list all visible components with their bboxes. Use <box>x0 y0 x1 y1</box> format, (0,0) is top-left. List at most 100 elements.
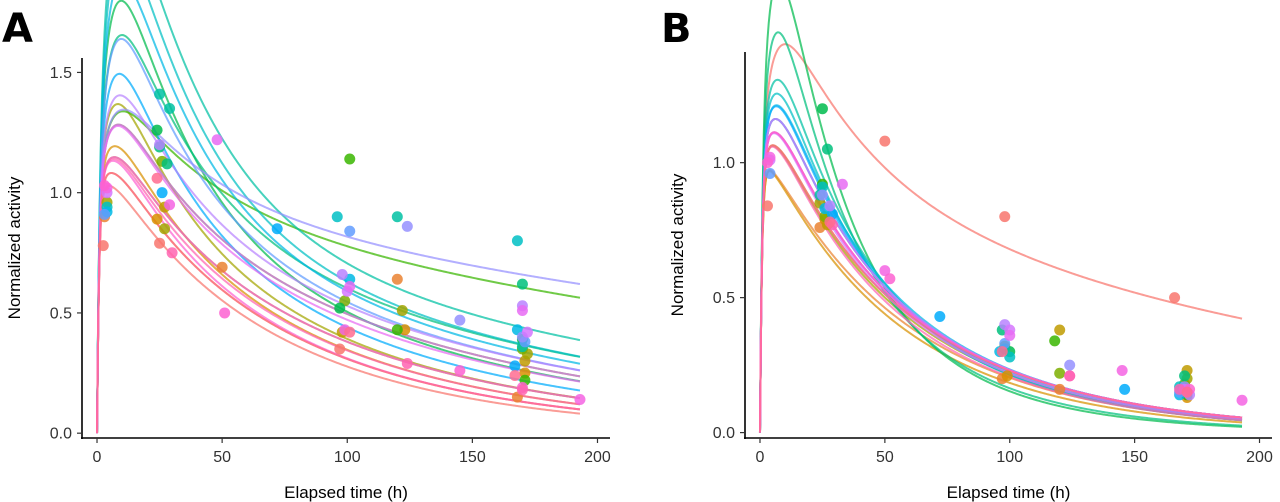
panel-b-data-point <box>836 178 848 190</box>
panel-a-data-point <box>516 278 528 290</box>
panel-b-data-point <box>1064 370 1076 382</box>
panel-a-data-point <box>344 225 356 237</box>
panel-a-fit-curve <box>96 108 581 434</box>
panel-b-fit-curve <box>758 0 1243 433</box>
panel-b-x-tick-label: 0 <box>756 449 765 466</box>
panel-b-fit-curve <box>758 31 1243 433</box>
panel-a-data-point <box>164 199 176 211</box>
panel-a-fit-curve <box>96 37 581 434</box>
panel-a-data-points <box>97 88 586 406</box>
panel-a-y-tick-label: 0.0 <box>50 426 72 443</box>
panel-a-data-point <box>509 369 521 381</box>
panel-a-data-point <box>516 305 528 317</box>
panel-b-data-point <box>1179 370 1191 382</box>
panel-a-data-point <box>454 365 466 377</box>
panel-a-data-point <box>454 314 466 326</box>
panel-a-x-tick-label: 100 <box>334 449 361 466</box>
panel-a-data-point <box>391 211 403 223</box>
panel-a-fit-curve <box>96 171 581 434</box>
panel-b-letter: B <box>661 6 692 52</box>
panel-a-data-point <box>154 237 166 249</box>
panel-a-fit-curve <box>96 124 581 434</box>
panel-a-x-tick-label: 150 <box>459 449 486 466</box>
panel-b-data-point <box>996 346 1008 358</box>
panel-a-data-point <box>211 134 223 146</box>
panel-b-data-points <box>761 103 1248 406</box>
panel-b-data-point <box>1054 367 1066 379</box>
panel-a-data-point <box>334 343 346 355</box>
panel-b-data-point <box>879 135 891 147</box>
panel-b-x-axis-title: Elapsed time (h) <box>947 483 1071 502</box>
panel-a-fit-curve <box>96 156 581 434</box>
panel-b-x-tick-label: 50 <box>876 449 894 466</box>
panel-b-x-tick-label: 100 <box>996 449 1023 466</box>
panel-b-data-point <box>934 311 946 323</box>
panel-b-data-point <box>816 181 828 193</box>
panel-b-x-tick-label: 200 <box>1246 449 1273 466</box>
panel-b-y-tick-label: 1.0 <box>713 155 735 172</box>
panel-b-data-point <box>764 167 776 179</box>
panel-a-data-point <box>97 240 109 252</box>
panel-b-y-axis-title: Normalized activity <box>668 173 687 316</box>
panel-a-data-point <box>574 394 586 406</box>
panel-a-fit-curve <box>96 94 581 434</box>
panel-a-data-point <box>216 261 228 273</box>
panel-b-data-point <box>1181 386 1193 398</box>
panel-b-data-point <box>1004 329 1016 341</box>
panel-a-data-point <box>396 305 408 317</box>
panel-a-data-point <box>391 273 403 285</box>
panel-a-data-point <box>344 280 356 292</box>
panel-b-data-point <box>761 157 773 169</box>
panel-a-data-point <box>521 326 533 338</box>
panel-a-fit-curve <box>96 110 581 434</box>
panel-a-data-point <box>509 360 521 372</box>
panel-a-data-point <box>334 302 346 314</box>
panel-b-data-point <box>761 200 773 212</box>
panel-b-data-point <box>1236 394 1248 406</box>
panel-b-data-point <box>821 143 833 155</box>
panel-b-data-point <box>1064 359 1076 371</box>
panel-b-data-point <box>1054 383 1066 395</box>
panel-a-fit-curve <box>96 103 581 434</box>
panel-a-data-point <box>151 124 163 136</box>
panel-a-data-point <box>516 384 528 396</box>
panel-a-data-point <box>391 324 403 336</box>
panel-a-y-tick-label: 1.0 <box>50 185 72 202</box>
panel-a-data-point <box>151 172 163 184</box>
panel-a: A 0 50 100 150 200 0.0 0.5 1.0 1.5 Elapsed time (… <box>2 0 611 502</box>
panel-b-data-point <box>824 200 836 212</box>
panel-a-data-point <box>511 235 523 247</box>
panel-b-data-point <box>884 273 896 285</box>
panel-a-letter: A <box>2 6 33 52</box>
panel-a-x-tick-label: 0 <box>93 449 102 466</box>
panel-a-data-point <box>336 268 348 280</box>
panel-a-data-point <box>401 220 413 232</box>
panel-a-fit-curve <box>96 0 581 434</box>
panel-a-data-point <box>154 139 166 151</box>
panel-a-data-point <box>344 326 356 338</box>
panel-b-plot: 0 50 100 150 200 0.0 0.5 1.0 Elapsed time (h) Nor… <box>668 0 1273 502</box>
panel-a-fit-curve <box>96 156 581 434</box>
panel-b-y-tick-label: 0.5 <box>713 290 735 307</box>
panel-b-data-point <box>816 103 828 115</box>
panel-a-data-point <box>331 211 343 223</box>
panel-b-data-point <box>999 211 1011 223</box>
panel-b-data-point <box>1001 370 1013 382</box>
panel-a-data-point <box>166 247 178 259</box>
panel-a-data-point <box>159 223 171 235</box>
panel-a-data-point <box>151 213 163 225</box>
panel-a-plot: 0 50 100 150 200 0.0 0.5 1.0 1.5 Elapsed time (h)… <box>5 0 611 502</box>
panel-a-fit-curve <box>96 184 581 434</box>
panel-a-data-point <box>99 179 111 191</box>
panel-a-data-point <box>271 223 283 235</box>
panel-b-data-point <box>879 265 891 277</box>
panel-b-y-tick-label: 0.0 <box>713 425 735 442</box>
panel-b-data-point <box>816 189 828 201</box>
panel-a-data-point <box>154 88 166 100</box>
panel-a-data-point <box>344 153 356 165</box>
panel-a-data-point <box>219 307 231 319</box>
panel-a-x-axis-title: Elapsed time (h) <box>284 483 408 502</box>
panel-a-data-point <box>156 187 168 199</box>
panel-b: B 0 50 100 150 200 0.0 0.5 1.0 Elapsed time (h) N… <box>661 0 1273 502</box>
